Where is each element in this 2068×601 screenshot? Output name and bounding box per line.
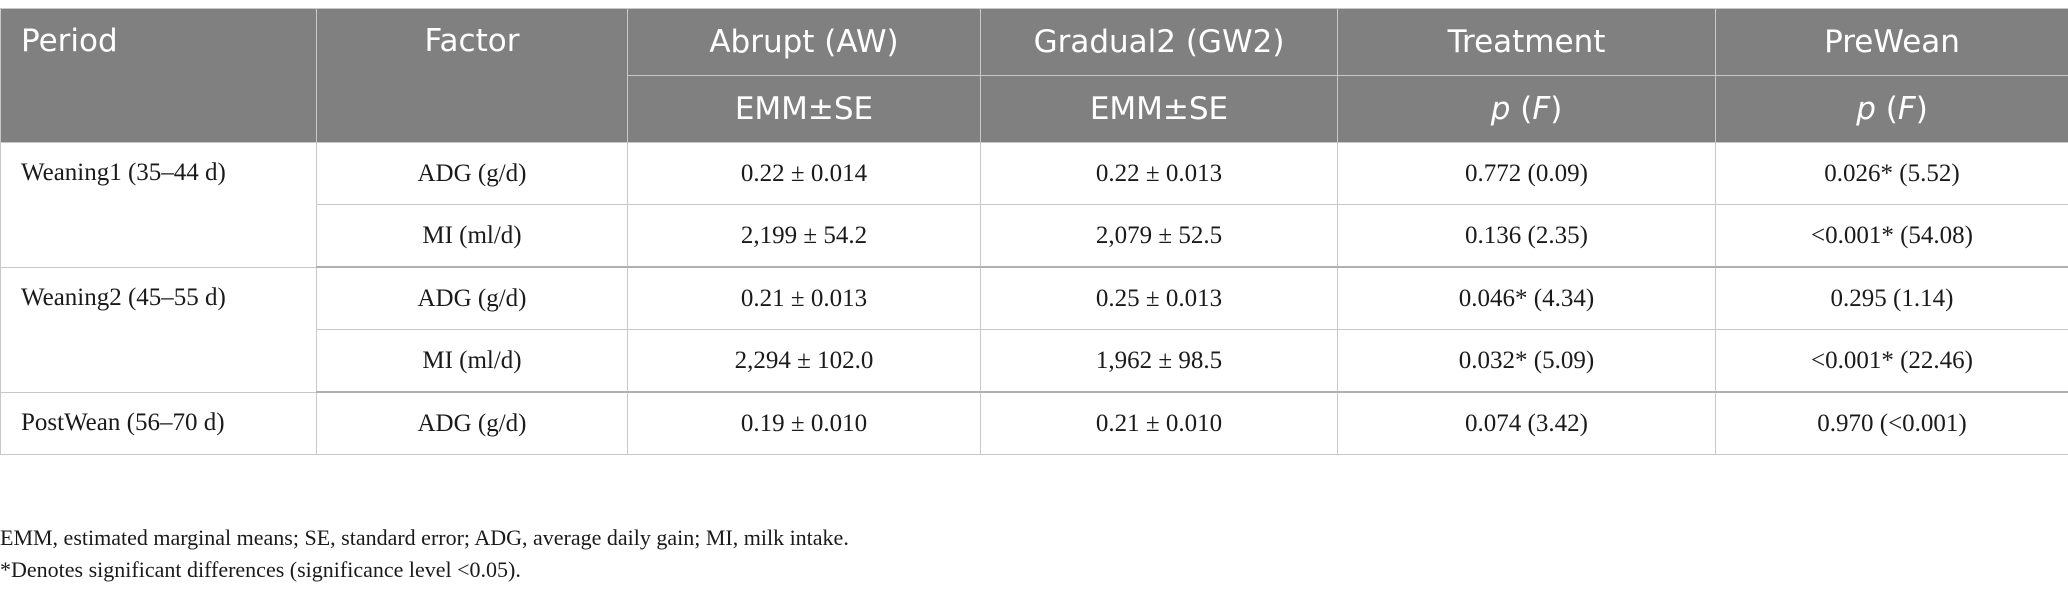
subheader-treatment: p (F) [1337,75,1716,143]
table-row: Weaning1 (35–44 d) ADG (g/d) 0.22 ± 0.01… [0,142,2068,268]
header-abrupt: Abrupt (AW) [627,8,981,76]
header-factor: Factor [316,8,628,143]
subheader-treatment-f: F [1532,91,1551,127]
prewean-cell: <0.001* (22.46) [1715,329,2068,393]
treatment-cell: 0.032* (5.09) [1337,329,1716,393]
header-period: Period [0,8,317,143]
subheader-prewean-p: p [1856,91,1876,127]
factor-cell: MI (ml/d) [316,204,628,268]
aw-cell: 0.22 ± 0.014 [627,142,981,205]
aw-cell: 0.21 ± 0.013 [627,266,981,330]
table-row: Weaning2 (45–55 d) ADG (g/d) 0.21 ± 0.01… [0,266,2068,393]
treatment-cell: 0.074 (3.42) [1337,391,1716,455]
header-prewean: PreWean [1715,8,2068,76]
factor-cell: MI (ml/d) [316,329,628,393]
aw-cell: 2,294 ± 102.0 [627,329,981,393]
prewean-cell: 0.026* (5.52) [1715,142,2068,205]
table-body: Weaning1 (35–44 d) ADG (g/d) 0.22 ± 0.01… [0,142,2068,455]
factor-cell: ADG (g/d) [316,391,628,455]
aw-cell: 0.19 ± 0.010 [627,391,981,455]
subheader-prewean: p (F) [1715,75,2068,143]
subheader-gradual2: EMM±SE [980,75,1338,143]
subheader-treatment-p: p [1490,91,1511,127]
period-cell: Weaning1 (35–44 d) [0,142,317,268]
table-footnotes: EMM, estimated marginal means; SE, stand… [0,522,849,586]
treatment-cell: 0.046* (4.34) [1337,266,1716,330]
factor-cell: ADG (g/d) [316,266,628,330]
prewean-cell: 0.295 (1.14) [1715,266,2068,330]
table-row: MI (ml/d) 2,199 ± 54.2 2,079 ± 52.5 0.13… [1,204,2068,268]
treatment-cell: 0.772 (0.09) [1337,142,1716,205]
period-cell: PostWean (56–70 d) [0,391,317,455]
footnote-abbreviations: EMM, estimated marginal means; SE, stand… [0,525,849,550]
subheader-prewean-f: F [1897,91,1916,127]
gw2-cell: 0.21 ± 0.010 [980,391,1338,455]
header-gradual2: Gradual2 (GW2) [980,8,1338,76]
table-row: PostWean (56–70 d) ADG (g/d) 0.19 ± 0.01… [0,391,2068,455]
header-treatment: Treatment [1337,8,1716,76]
gw2-cell: 0.22 ± 0.013 [980,142,1338,205]
gw2-cell: 0.25 ± 0.013 [980,266,1338,330]
footnote-significance: *Denotes significant differences (signif… [0,557,521,582]
treatment-cell: 0.136 (2.35) [1337,204,1716,268]
prewean-cell: 0.970 (<0.001) [1715,391,2068,455]
table-row: MI (ml/d) 2,294 ± 102.0 1,962 ± 98.5 0.0… [1,329,2068,393]
subheader-abrupt: EMM±SE [627,75,981,143]
gw2-cell: 2,079 ± 52.5 [980,204,1338,268]
gw2-cell: 1,962 ± 98.5 [980,329,1338,393]
table-header: Period Factor Abrupt (AW) Gradual2 (GW2)… [0,8,2068,143]
factor-cell: ADG (g/d) [316,142,628,205]
prewean-cell: <0.001* (54.08) [1715,204,2068,268]
results-table: Period Factor Abrupt (AW) Gradual2 (GW2)… [0,8,2068,455]
period-cell: Weaning2 (45–55 d) [0,266,317,393]
aw-cell: 2,199 ± 54.2 [627,204,981,268]
